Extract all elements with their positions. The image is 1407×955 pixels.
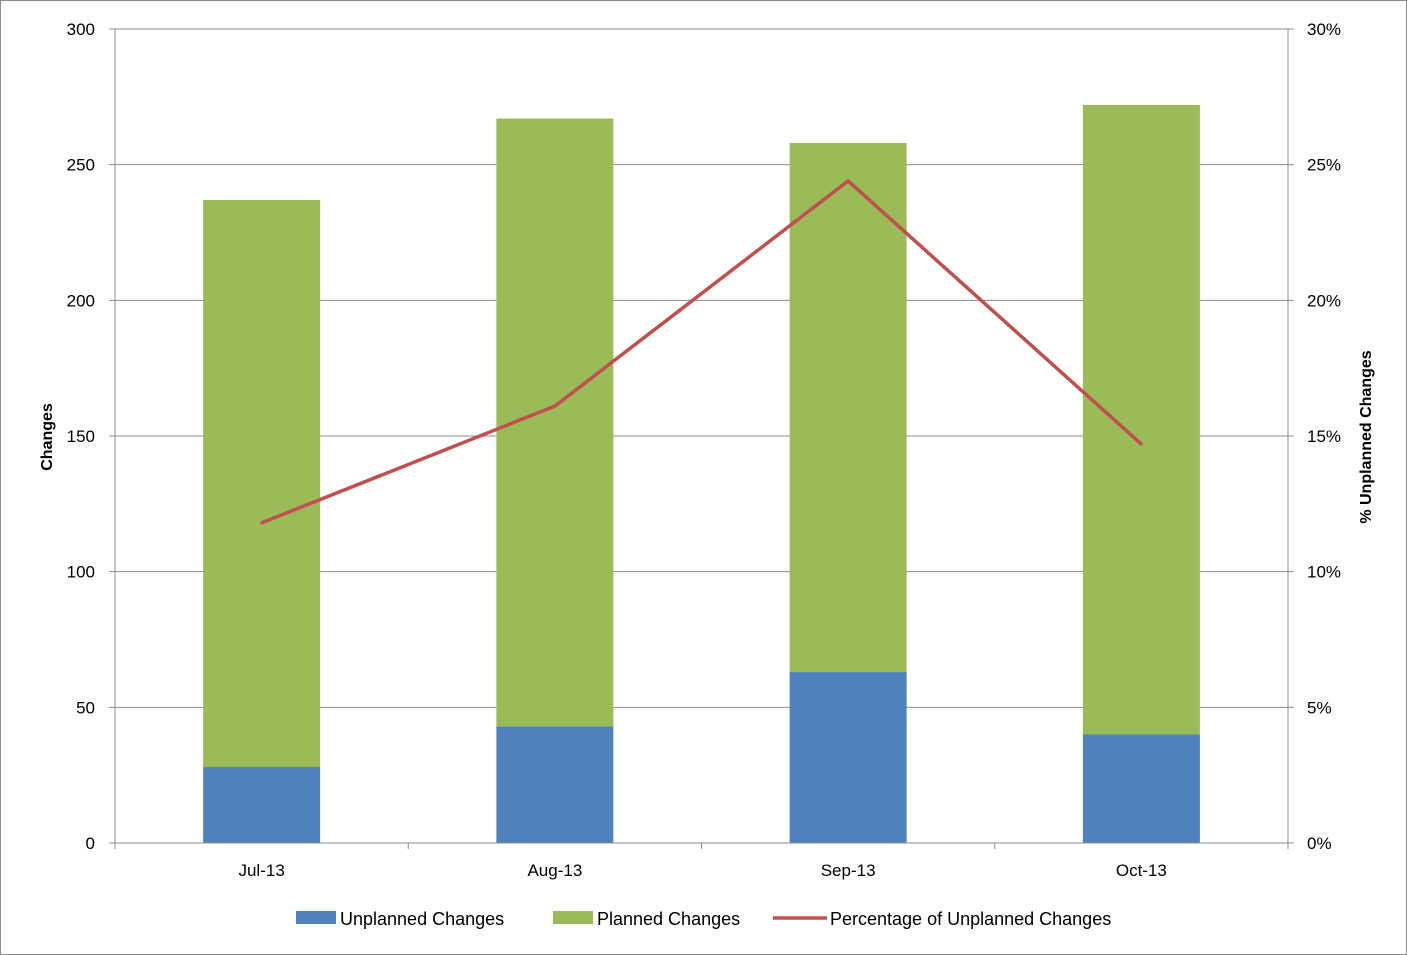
planned-bar <box>203 199 321 768</box>
y2-tick-label: 5% <box>1307 698 1332 717</box>
percentage-point <box>260 521 264 525</box>
y2-tick-label: 10% <box>1307 563 1341 582</box>
legend-label: Unplanned Changes <box>340 909 504 929</box>
percentage-line-path <box>260 179 1143 525</box>
percentage-point <box>553 404 557 408</box>
x-tick-label: Jul-13 <box>238 861 284 880</box>
y2-tick-label: 20% <box>1307 291 1341 310</box>
y2-axis-title: % Unplanned Changes <box>1358 350 1375 523</box>
legend: Unplanned Changes Planned Changes Percenta… <box>296 909 1111 929</box>
legend-swatch <box>296 911 336 924</box>
legend-label: Percentage of Unplanned Changes <box>830 909 1111 929</box>
percentage-point <box>846 179 850 183</box>
unplanned-bar <box>203 767 321 843</box>
bars <box>203 104 1200 843</box>
y2-tick-label: 0% <box>1307 834 1332 853</box>
y2-tick-label: 30% <box>1307 20 1341 39</box>
y-tick-label: 300 <box>67 20 95 39</box>
y-tick-label: 150 <box>67 427 95 446</box>
percentage-point <box>1139 442 1143 446</box>
unplanned-bar <box>496 726 614 843</box>
y2-tick-label: 25% <box>1307 156 1341 175</box>
legend-swatch <box>553 911 593 924</box>
planned-bar <box>789 142 907 673</box>
y-tick-label: 200 <box>67 291 95 310</box>
y-tick-label: 100 <box>67 563 95 582</box>
axes: 0 50 100 150 200 250 300 0% 5% 10% 15% 20% 25% 30% Jul… <box>67 20 1341 880</box>
y-tick-label: 50 <box>76 698 95 717</box>
unplanned-bar <box>1082 734 1200 843</box>
x-tick-label: Oct-13 <box>1116 861 1167 880</box>
x-tick-label: Sep-13 <box>821 861 876 880</box>
planned-bar <box>1082 104 1200 735</box>
y-tick-label: 0 <box>86 834 95 853</box>
legend-label: Planned Changes <box>597 909 740 929</box>
y-axis-title: Changes <box>39 403 56 471</box>
y-tick-label: 250 <box>67 156 95 175</box>
x-tick-label: Aug-13 <box>527 861 582 880</box>
y2-tick-label: 15% <box>1307 427 1341 446</box>
percentage-line <box>260 179 1143 525</box>
unplanned-bar <box>789 672 907 843</box>
